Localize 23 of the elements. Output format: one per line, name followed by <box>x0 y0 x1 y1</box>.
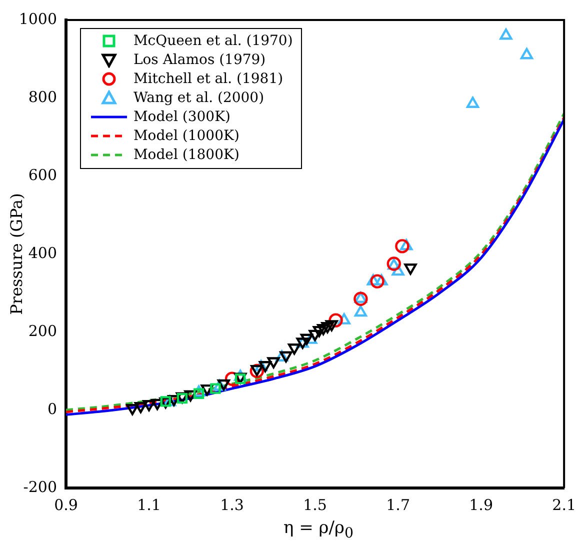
x-tick-label: 1.9 <box>469 496 493 514</box>
y-tick-label: 400 <box>28 244 57 262</box>
y-tick-label: 0 <box>47 400 57 418</box>
x-axis-title: η = ρ/ρ$_{0}$ <box>282 518 354 542</box>
x-tick-label: 2.1 <box>552 496 576 514</box>
y-tick-label: 200 <box>28 322 57 340</box>
y-tick-label: -200 <box>23 478 57 496</box>
x-tick-label: 1.3 <box>220 496 244 514</box>
x-tick-label: 1.7 <box>386 496 410 514</box>
legend-label: Model (1000K) <box>133 128 240 144</box>
y-tick-label: 800 <box>28 88 57 106</box>
x-tick-label: 1.1 <box>137 496 161 514</box>
x-tick-label: 1.5 <box>303 496 327 514</box>
y-tick-label: 1000 <box>18 10 57 28</box>
legend-label: Model (1800K) <box>133 147 240 163</box>
y-axis-title: Pressure (GPa) <box>6 193 26 315</box>
y-tick-label: 600 <box>28 166 57 184</box>
legend-label: Los Alamos (1979) <box>133 52 266 68</box>
legend-label: Mitchell et al. (1981) <box>133 71 284 87</box>
legend-label: Wang et al. (2000) <box>133 90 264 106</box>
legend-label: McQueen et al. (1970) <box>133 33 293 49</box>
x-tick-label: 0.9 <box>54 496 78 514</box>
legend-label: Model (300K) <box>133 109 230 125</box>
